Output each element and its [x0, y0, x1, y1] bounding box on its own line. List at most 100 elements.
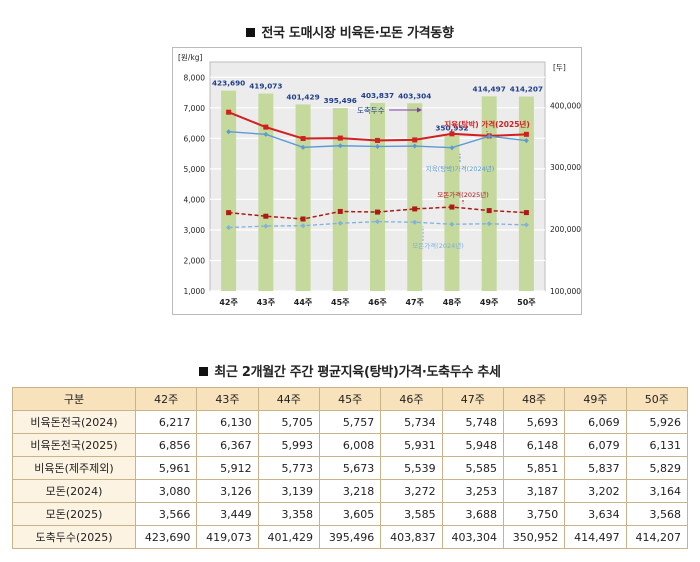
table-cell: 350,952	[502, 525, 566, 549]
table-cell: 6,856	[134, 433, 198, 457]
square-bullet-icon	[246, 28, 256, 37]
x-tick-label: 46주	[368, 298, 387, 307]
series-line	[228, 220, 527, 229]
table-cell: 3,634	[564, 502, 627, 526]
table-cell: 5,748	[441, 410, 504, 434]
bar-value-label: 423,690	[212, 79, 245, 88]
table-cell: 414,497	[564, 525, 627, 549]
bar-slaughter-count	[221, 90, 237, 291]
table-cell: 3,566	[134, 502, 198, 526]
arrow-head-icon	[417, 107, 422, 113]
table-cell: 5,912	[196, 456, 259, 480]
y-left-tick-label: 8,000	[184, 73, 206, 82]
series-point	[486, 221, 492, 227]
table-row: 모돈(2024) 3,080 3,126 3,139 3,218 3,272 3,253 3,…	[12, 479, 689, 503]
bar-slaughter-count	[295, 104, 311, 292]
x-tick-label: 50주	[517, 298, 536, 307]
table-cell: 3,126	[196, 479, 259, 503]
series-point	[375, 209, 380, 215]
table-cell: 5,926	[625, 410, 689, 434]
series-point	[449, 131, 455, 137]
series-point	[412, 219, 418, 225]
bar-value-label: 403,837	[361, 91, 394, 100]
row-label: 비육돈전국(2024)	[12, 410, 136, 434]
y-left-tick-label: 1,000	[184, 287, 206, 296]
table-cell: 5,585	[441, 456, 504, 480]
bar-value-label: 403,304	[398, 91, 431, 100]
price-trend-table: 구분 42주 43주 44주 45주 46주 47주 48주 49주 50주 비육돈전국(2024…	[12, 387, 689, 549]
bar-value-label: 395,496	[324, 96, 357, 105]
table-row: 모돈(2025) 3,566 3,449 3,358 3,605 3,585 3,688 3,…	[12, 502, 689, 526]
bar-slaughter-count	[444, 135, 460, 291]
table-cell: 3,202	[564, 479, 627, 503]
table-cell: 3,688	[441, 502, 504, 526]
annotation-sow-2024: 모돈가격(2024년)	[412, 241, 464, 250]
series-point	[449, 204, 455, 210]
header-week: 43주	[196, 387, 259, 411]
table-cell: 6,079	[564, 433, 627, 457]
y-left-tick-label: 4,000	[184, 195, 206, 204]
table-cell: 6,131	[625, 433, 689, 457]
annotation-sow-2025: 모돈가격(2025년)	[437, 190, 489, 199]
combo-chart: 1,000 2,000 3,000 4,000 5,000 6,000 7,000 8,000…	[178, 53, 581, 307]
table-cell: 5,757	[318, 410, 382, 434]
table-cell: 3,272	[380, 479, 443, 503]
chart-title-text: 전국 도매시장 비육돈·모돈 가격동향	[261, 26, 454, 41]
header-week: 44주	[257, 387, 320, 411]
table-cell: 5,734	[380, 410, 443, 434]
series-point	[486, 208, 492, 214]
table-cell: 3,080	[134, 479, 198, 503]
table-cell: 5,851	[502, 456, 566, 480]
table-row: 비육돈전국(2025) 6,856 6,367 5,993 6,008 5,931 5,94…	[12, 433, 689, 457]
series-point	[375, 219, 380, 225]
table-cell: 6,069	[564, 410, 627, 434]
table-cell: 6,130	[196, 410, 259, 434]
row-label: 모돈(2024)	[12, 479, 136, 503]
series-point	[412, 143, 418, 149]
series-point	[523, 138, 529, 144]
header-week: 50주	[625, 387, 689, 411]
bar-slaughter-count	[407, 103, 423, 291]
chart-panel: 1,000 2,000 3,000 4,000 5,000 6,000 7,000 8,000…	[172, 47, 582, 315]
series-point	[375, 143, 380, 149]
table-row: 비육돈전국(2024) 6,217 6,130 5,705 5,757 5,734 5,74…	[12, 410, 689, 434]
bar-slaughter-count	[258, 93, 274, 291]
series-point	[300, 144, 306, 150]
table-cell: 3,449	[196, 502, 259, 526]
header-week: 49주	[564, 387, 627, 411]
series-point	[263, 131, 269, 137]
bar-slaughter-count	[332, 108, 348, 291]
y-right-tick-label: 200,000	[550, 225, 581, 234]
table-cell: 6,217	[134, 410, 198, 434]
series-point	[523, 131, 529, 137]
series-point	[523, 222, 529, 228]
header-week: 45주	[318, 387, 382, 411]
series-point	[263, 213, 269, 219]
series-point	[300, 136, 306, 142]
header-week: 48주	[502, 387, 566, 411]
table-title-text: 최근 2개월간 주간 평균지육(탕박)가격·도축두수 추세	[214, 365, 501, 380]
table-cell: 5,948	[441, 433, 504, 457]
series-point	[300, 216, 306, 222]
table-cell: 3,568	[625, 502, 689, 526]
y-left-tick-label: 2,000	[184, 256, 206, 265]
series-point	[412, 206, 418, 212]
table-cell: 5,931	[380, 433, 443, 457]
row-label: 도축두수(2025)	[12, 525, 136, 549]
header-week: 47주	[441, 387, 504, 411]
chart-title: 전국 도매시장 비육돈·모돈 가격동향	[0, 22, 700, 41]
row-label: 비육돈전국(2025)	[12, 433, 136, 457]
y-left-axis-label: [원/kg]	[178, 53, 202, 62]
x-tick-label: 47주	[405, 298, 424, 307]
table-cell: 6,008	[318, 433, 382, 457]
table-cell: 423,690	[134, 525, 198, 549]
table-cell: 5,539	[380, 456, 443, 480]
table-cell: 3,187	[502, 479, 566, 503]
table-cell: 414,207	[625, 525, 689, 549]
table-cell: 401,429	[257, 525, 320, 549]
table-title: 최근 2개월간 주간 평균지육(탕박)가격·도축두수 추세	[0, 361, 700, 380]
table-cell: 5,693	[502, 410, 566, 434]
y-right-axis-label: [두]	[553, 63, 566, 72]
table-cell: 5,961	[134, 456, 198, 480]
x-tick-label: 45주	[331, 298, 350, 307]
